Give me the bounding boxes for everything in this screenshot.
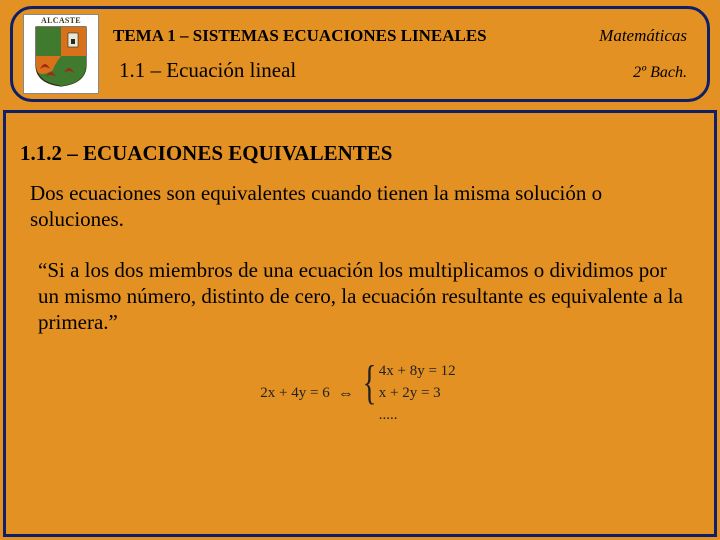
section-subtitle: 1.1 – Ecuación lineal xyxy=(113,58,296,83)
iff-arrow-icon: ⇔ xyxy=(338,385,354,403)
school-logo: ALCASTE xyxy=(23,14,99,94)
definition-paragraph: Dos ecuaciones son equivalentes cuando t… xyxy=(20,180,696,233)
header-row-2: 1.1 – Ecuación lineal 2º Bach. xyxy=(113,58,693,83)
left-brace-icon: { xyxy=(362,361,376,426)
header-region: ALCASTE TEMA 1 – SISTE xyxy=(0,0,720,108)
equation-line-1: 4x + 8y = 12 xyxy=(379,361,456,383)
equivalent-equations: 4x + 8y = 12 x + 2y = 3 ..... xyxy=(377,361,456,426)
equation-source: 2x + 4y = 6 xyxy=(260,385,329,402)
header-row-1: TEMA 1 – SISTEMAS ECUACIONES LINEALES Ma… xyxy=(113,26,693,46)
math-row: 2x + 4y = 6 ⇔ { 4x + 8y = 12 x + 2y = 3 … xyxy=(260,361,455,426)
rule-quote: “Si a los dos miembros de una ecuación l… xyxy=(20,257,696,336)
brace-group: { 4x + 8y = 12 x + 2y = 3 ..... xyxy=(358,361,456,426)
equation-line-3: ..... xyxy=(379,405,456,427)
subject-label: Matemáticas xyxy=(599,26,687,46)
content-region: 1.1.2 – ECUACIONES EQUIVALENTES Dos ecua… xyxy=(3,110,717,537)
shield-icon xyxy=(32,25,90,87)
level-label: 2º Bach. xyxy=(633,64,687,82)
section-heading: 1.1.2 – ECUACIONES EQUIVALENTES xyxy=(20,141,696,166)
math-example: 2x + 4y = 6 ⇔ { 4x + 8y = 12 x + 2y = 3 … xyxy=(20,361,696,426)
equation-line-2: x + 2y = 3 xyxy=(379,383,456,405)
header-text: TEMA 1 – SISTEMAS ECUACIONES LINEALES Ma… xyxy=(113,9,693,99)
topic-title: TEMA 1 – SISTEMAS ECUACIONES LINEALES xyxy=(113,26,487,46)
logo-label: ALCASTE xyxy=(41,16,81,25)
header-bar: ALCASTE TEMA 1 – SISTE xyxy=(10,6,710,102)
